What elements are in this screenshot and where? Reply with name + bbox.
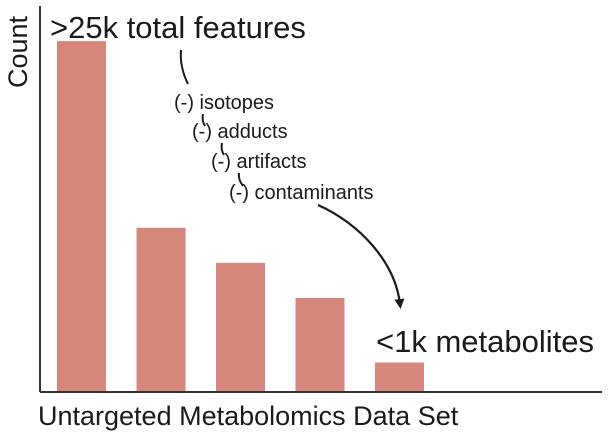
annotation-step-isotopes: (-) isotopes: [174, 92, 274, 114]
connector-line-2: [201, 113, 206, 127]
bar-4: [295, 298, 345, 392]
bar-1: [57, 41, 106, 392]
bar-5: [375, 362, 424, 392]
annotation-metabolites: <1k metabolites: [376, 324, 594, 359]
annotation-step-artifacts: (-) artifacts: [211, 151, 307, 173]
bars-group: [57, 41, 424, 392]
x-axis-label: Untargeted Metabolomics Data Set: [38, 401, 459, 431]
arrow-to-metabolites: [317, 203, 405, 309]
connector-line-4: [237, 172, 244, 187]
annotation-step-adducts: (-) adducts: [192, 121, 288, 143]
bar-2: [136, 227, 186, 392]
connector-line-1: [179, 49, 189, 85]
annotation-total-features: >25k total features: [50, 10, 306, 45]
bar-3: [216, 262, 265, 392]
annotation-step-contaminants: (-) contaminants: [229, 182, 374, 204]
y-axis-label: Count: [3, 15, 33, 88]
connector-line-3: [220, 142, 225, 156]
